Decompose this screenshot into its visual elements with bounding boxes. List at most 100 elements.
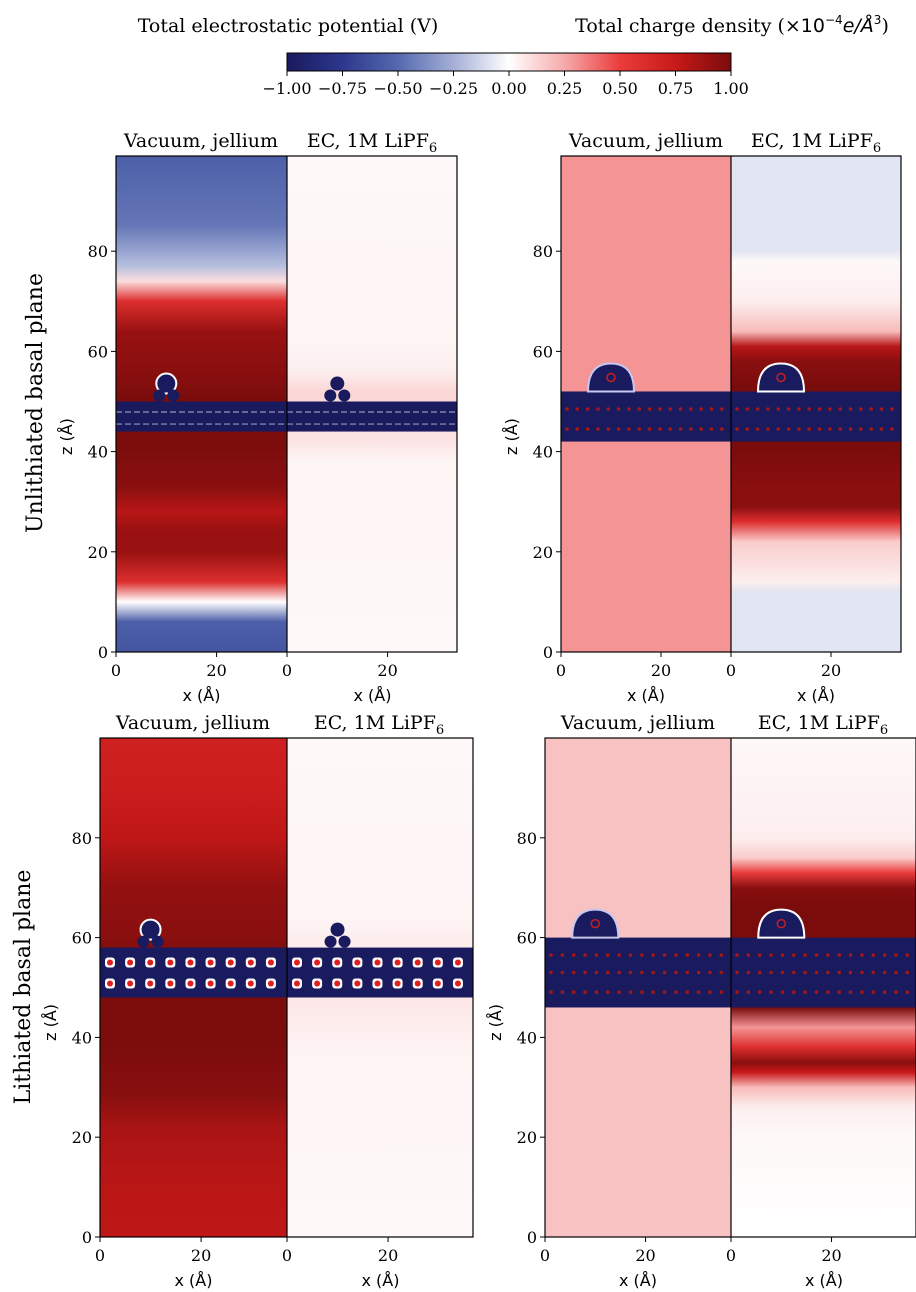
lattice-site bbox=[735, 990, 739, 994]
lattice-site bbox=[674, 990, 678, 994]
x-tick-label: 0 bbox=[111, 661, 121, 680]
lattice-site bbox=[674, 953, 678, 957]
lattice-site bbox=[267, 980, 274, 987]
y-tick-label: 80 bbox=[517, 829, 537, 848]
adsorbate-density bbox=[757, 908, 806, 939]
lattice-site bbox=[879, 407, 884, 411]
lattice-site bbox=[605, 953, 610, 957]
lattice-site bbox=[708, 953, 712, 957]
lattice-site bbox=[755, 407, 760, 411]
potential-title: Total electrostatic potential (V) bbox=[138, 15, 439, 37]
adsorbate-atom bbox=[151, 935, 164, 948]
lattice-site bbox=[905, 990, 910, 994]
panel-title-ec: EC, 1M LiPF6 bbox=[758, 712, 888, 738]
adsorbate-atom bbox=[330, 922, 345, 937]
y-tick-label: 60 bbox=[517, 929, 537, 948]
colorbar-tick-label: 0.25 bbox=[547, 79, 583, 98]
heatmap-panel: 0 20 40 60 80 z (Å) 0 20 x (Å) 0 20 x (Å) bbox=[486, 737, 916, 1290]
x-axis-label: x (Å) bbox=[627, 686, 665, 705]
x-tick-label: 20 bbox=[377, 661, 397, 680]
lattice-site bbox=[628, 990, 633, 994]
adsorbate-atom bbox=[153, 389, 166, 402]
lattice-site bbox=[797, 407, 801, 411]
lattice-site bbox=[689, 427, 693, 431]
lattice-site bbox=[651, 953, 655, 957]
lattice-site bbox=[685, 953, 690, 957]
lattice-site bbox=[637, 427, 642, 431]
x-tick-label: 0 bbox=[726, 661, 736, 680]
lattice-site bbox=[334, 980, 341, 987]
adsorbate-atom bbox=[776, 372, 786, 383]
lattice-site bbox=[871, 990, 876, 994]
colorbar-tick-label: −0.50 bbox=[373, 79, 422, 98]
lattice-site bbox=[294, 980, 300, 987]
colorbar-tick-label: 0.00 bbox=[491, 79, 527, 98]
x-axis-label: x (Å) bbox=[175, 1271, 213, 1290]
x-axis-label: x (Å) bbox=[619, 1271, 657, 1290]
lattice-site bbox=[596, 427, 600, 431]
lattice-site bbox=[187, 980, 194, 987]
lattice-site bbox=[617, 953, 621, 957]
lattice-site bbox=[605, 970, 610, 975]
y-tick-label: 40 bbox=[533, 443, 553, 462]
lattice-site bbox=[719, 990, 724, 994]
lattice-site bbox=[594, 970, 599, 975]
x-axis-label: x (Å) bbox=[797, 686, 835, 705]
lattice-site bbox=[905, 953, 910, 957]
lattice-site bbox=[859, 427, 863, 431]
lattice-site bbox=[227, 980, 234, 987]
lattice-site bbox=[817, 427, 822, 431]
colorbar-tick-label: −0.75 bbox=[318, 79, 367, 98]
lattice-site bbox=[890, 407, 894, 411]
lattice-site bbox=[708, 970, 712, 975]
lattice-site bbox=[860, 953, 864, 957]
lattice-site bbox=[605, 990, 610, 994]
lattice-site bbox=[838, 427, 843, 431]
lattice-site bbox=[647, 427, 652, 431]
lattice-site bbox=[107, 980, 113, 987]
lattice-site bbox=[709, 427, 714, 431]
y-axis-label: z (Å) bbox=[502, 418, 521, 455]
lattice-site bbox=[658, 407, 662, 411]
lattice-site bbox=[837, 990, 841, 994]
lattice-site bbox=[583, 953, 587, 957]
lattice-site bbox=[354, 959, 361, 966]
lattice-site bbox=[780, 990, 785, 994]
lattice-site bbox=[860, 990, 864, 994]
lattice-site bbox=[890, 427, 894, 431]
adsorbate-atom bbox=[590, 918, 601, 929]
charge-title: Total charge density (×10−4e/Å3) bbox=[575, 13, 889, 37]
colorbar-tick-label: −1.00 bbox=[262, 79, 311, 98]
lattice-site bbox=[735, 953, 739, 957]
lattice-site bbox=[167, 980, 174, 987]
colorbar-tick-label: −0.25 bbox=[429, 79, 478, 98]
lattice-site bbox=[560, 990, 565, 994]
lattice-site bbox=[560, 953, 565, 957]
lattice-site bbox=[882, 970, 887, 975]
adsorbate-atom bbox=[137, 935, 150, 948]
panel-title-vacuum: Vacuum, jellium bbox=[115, 712, 270, 734]
lattice-site bbox=[549, 990, 553, 994]
x-axis-label: x (Å) bbox=[354, 686, 392, 705]
lattice-site bbox=[571, 970, 576, 975]
lattice-site bbox=[894, 953, 898, 957]
lattice-site bbox=[882, 990, 887, 994]
lattice-site bbox=[394, 959, 401, 966]
row-label-unlithiated: Unlithiated basal plane bbox=[23, 273, 48, 533]
adsorbate-atom bbox=[776, 918, 787, 929]
lattice-site bbox=[678, 407, 683, 411]
lattice-site bbox=[814, 990, 819, 994]
lattice-site bbox=[334, 959, 341, 966]
adsorbate-atom bbox=[330, 376, 345, 391]
y-tick-label: 0 bbox=[527, 1228, 537, 1247]
lattice-site bbox=[207, 980, 214, 987]
lattice-site bbox=[826, 970, 830, 975]
lattice-site bbox=[807, 407, 812, 411]
lattice-site bbox=[803, 953, 807, 957]
lattice-site bbox=[746, 990, 751, 994]
lattice-site bbox=[627, 407, 631, 411]
adsorbate-atom bbox=[324, 935, 337, 948]
lattice-site bbox=[616, 427, 621, 431]
lattice-site bbox=[565, 427, 569, 431]
lattice-site bbox=[628, 970, 633, 975]
